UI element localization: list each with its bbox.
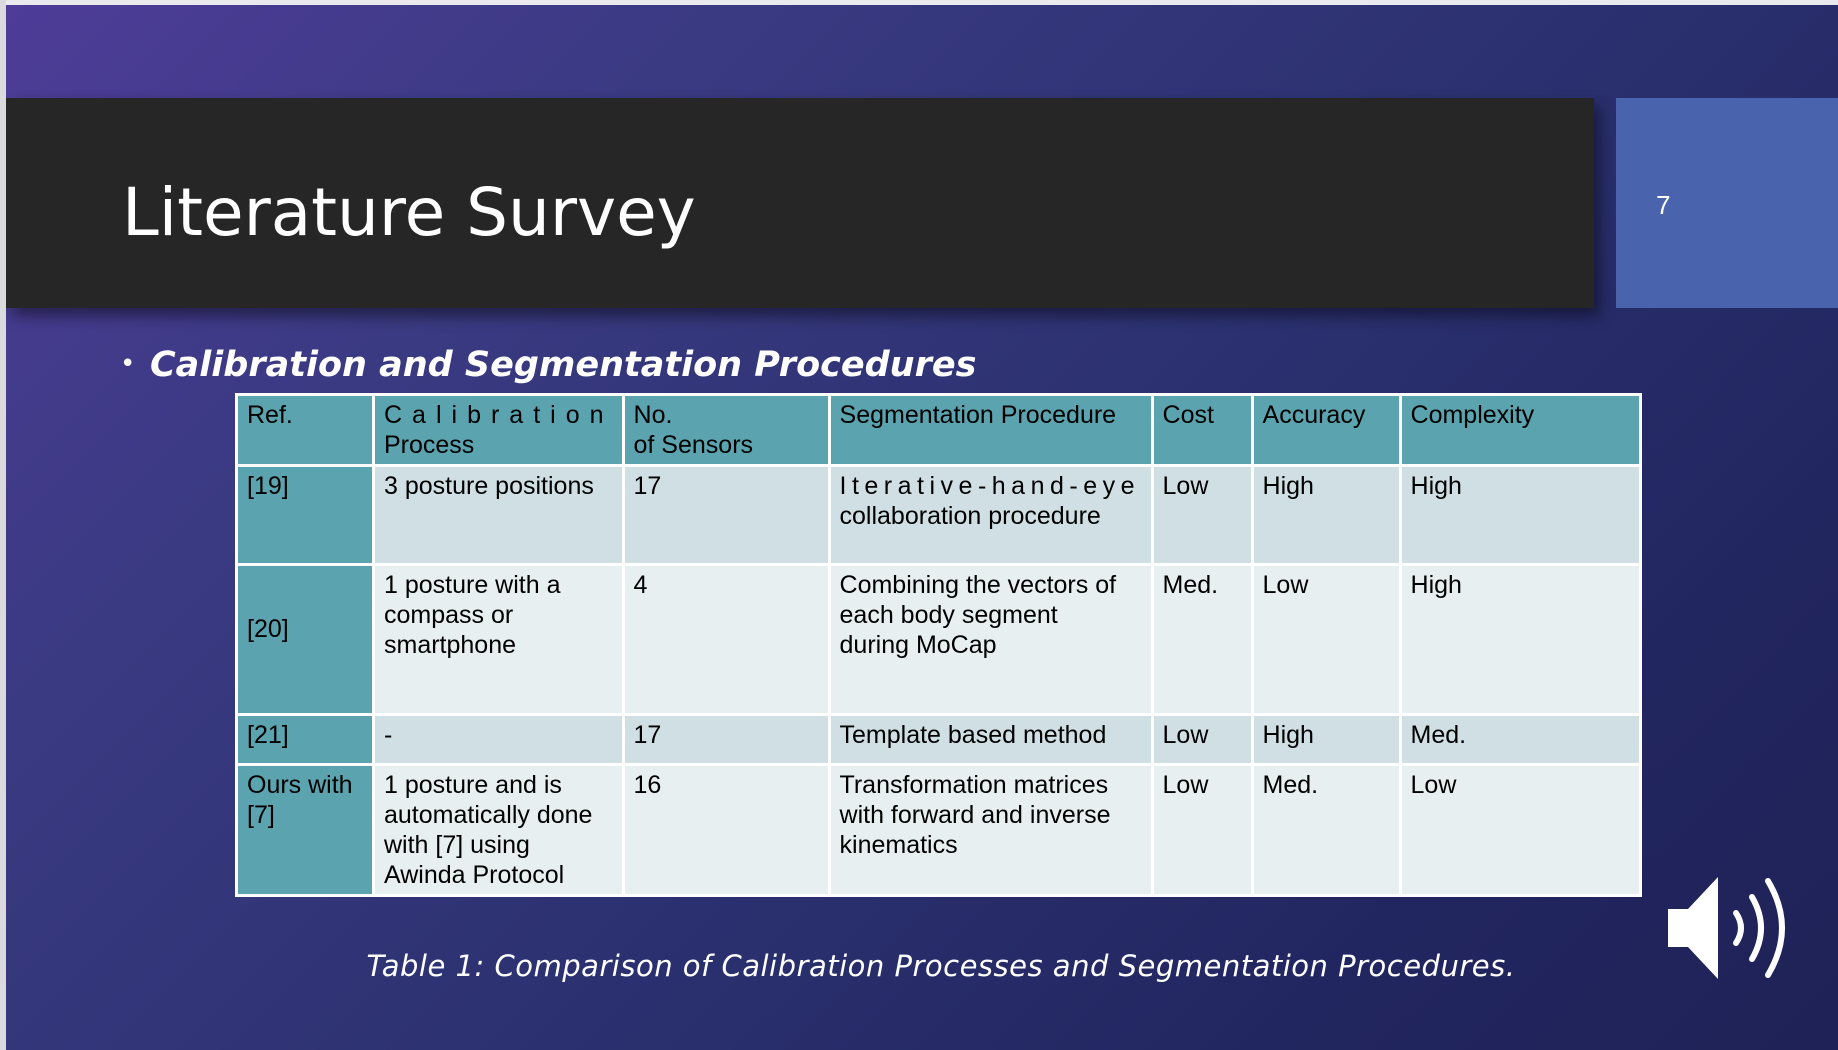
cell-calibration: 1 posture and is automatically done with […: [372, 763, 625, 897]
cell-complexity: Med.: [1398, 713, 1642, 766]
comparison-table: Ref. Calibration Process No. of Sensors Se…: [235, 393, 1642, 897]
slide-title: Literature Survey: [122, 174, 696, 251]
cell-ref: Ours with [7]: [235, 763, 375, 897]
bullet-text: Calibration and Segmentation Procedures: [150, 345, 977, 385]
table-row: [20] 1 posture with a compass or smartphon…: [235, 563, 1642, 716]
cell-complexity: High: [1398, 464, 1642, 566]
cell-calibration: 1 posture with a compass or smartphone: [372, 563, 625, 716]
title-bar: Literature Survey: [6, 98, 1594, 308]
header-calibration: Calibration Process: [372, 393, 625, 467]
slide-number: 7: [1656, 190, 1671, 220]
cell-calibration: -: [372, 713, 625, 766]
cell-complexity: Low: [1398, 763, 1642, 897]
cell-cost: Low: [1150, 713, 1254, 766]
bullet-icon: •: [120, 349, 136, 379]
header-accuracy: Accuracy: [1250, 393, 1402, 467]
header-segmentation: Segmentation Procedure: [827, 393, 1154, 467]
cell-segmentation: Iterative-hand-eye collaboration procedur…: [827, 464, 1154, 566]
cell-accuracy: Med.: [1250, 763, 1402, 897]
table-row: Ours with [7] 1 posture and is automatical…: [235, 763, 1642, 897]
header-complexity: Complexity: [1398, 393, 1642, 467]
cell-complexity: High: [1398, 563, 1642, 716]
cell-ref: [19]: [235, 464, 375, 566]
bullet-item: • Calibration and Segmentation Procedures: [120, 345, 976, 385]
header-ref: Ref.: [235, 393, 375, 467]
speaker-volume-icon[interactable]: [1666, 873, 1806, 983]
cell-segmentation: Template based method: [827, 713, 1154, 766]
window-left-edge: [0, 0, 6, 1050]
cell-segmentation: Combining the vectors of each body segmen…: [827, 563, 1154, 716]
header-cost: Cost: [1150, 393, 1254, 467]
table-row: [21] - 17 Template based method Low High…: [235, 713, 1642, 766]
cell-accuracy: Low: [1250, 563, 1402, 716]
cell-cost: Low: [1150, 464, 1254, 566]
cell-accuracy: High: [1250, 713, 1402, 766]
table-row: [19] 3 posture positions 17 Iterative-ha…: [235, 464, 1642, 566]
cell-sensors: 17: [621, 464, 831, 566]
cell-ref: [20]: [235, 563, 375, 716]
header-sensors: No. of Sensors: [621, 393, 831, 467]
cell-cost: Low: [1150, 763, 1254, 897]
table-caption: Table 1: Comparison of Calibration Proce…: [366, 949, 1516, 983]
cell-sensors: 17: [621, 713, 831, 766]
cell-sensors: 4: [621, 563, 831, 716]
cell-ref: [21]: [235, 713, 375, 766]
cell-calibration: 3 posture positions: [372, 464, 625, 566]
cell-cost: Med.: [1150, 563, 1254, 716]
window-top-edge: [0, 0, 1838, 5]
cell-sensors: 16: [621, 763, 831, 897]
cell-accuracy: High: [1250, 464, 1402, 566]
table-header-row: Ref. Calibration Process No. of Sensors Se…: [235, 393, 1642, 467]
slide-number-box: 7: [1616, 98, 1838, 308]
slide: Literature Survey 7 • Calibration and Seg…: [6, 5, 1838, 1050]
cell-segmentation: Transformation matrices with forward and …: [827, 763, 1154, 897]
